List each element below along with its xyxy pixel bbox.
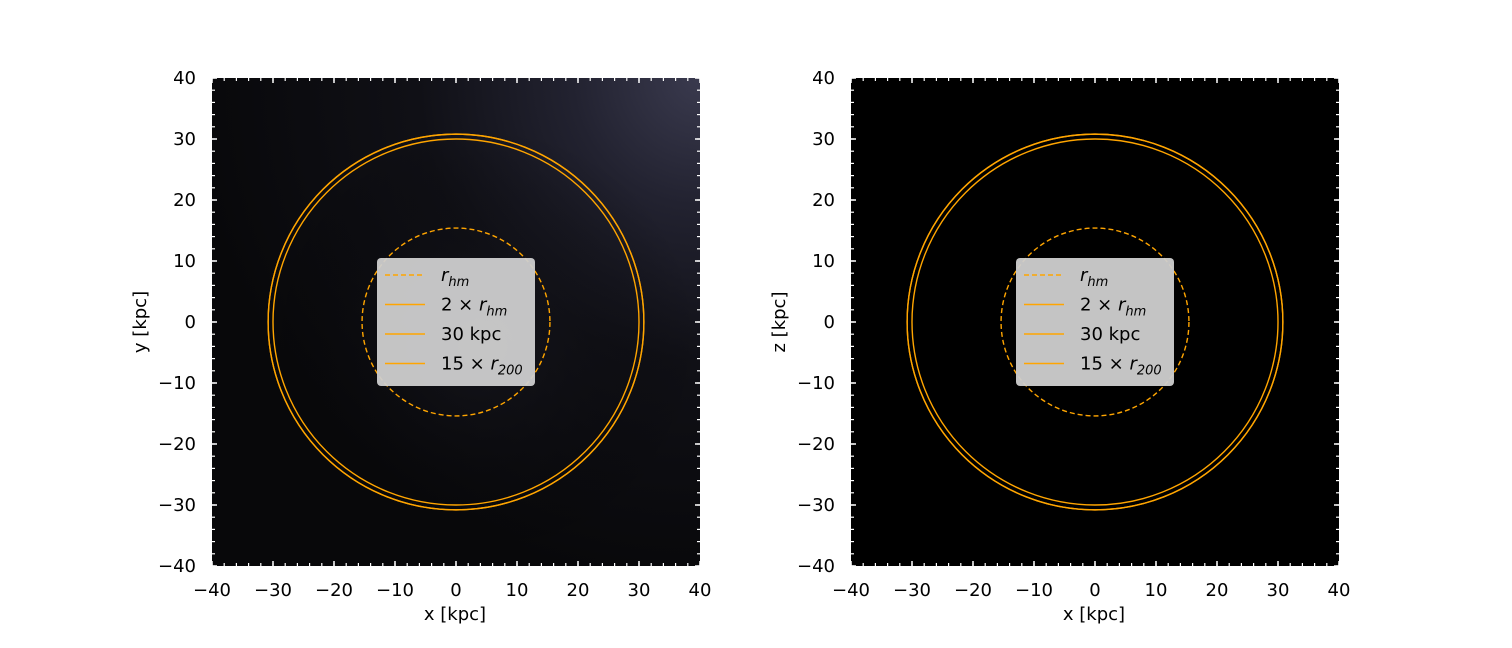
legend-text-part: 200 xyxy=(498,364,523,379)
legend-text-part: hm xyxy=(1125,305,1146,320)
legend-text-part: 15 × xyxy=(441,354,490,375)
legend-box xyxy=(1016,258,1174,386)
x-tick-label: 20 xyxy=(1206,580,1229,601)
right-x-axis-label: x [kpc] xyxy=(1063,604,1125,625)
y-tick-label: 40 xyxy=(812,68,835,89)
x-tick-label: 30 xyxy=(1267,580,1290,601)
legend-label-1: 2 × rhm xyxy=(441,295,507,320)
y-tick-label: 10 xyxy=(173,251,196,272)
legend-text-part: 200 xyxy=(1137,364,1162,379)
left-y-tick-labels: −40 −30 −20 −10 0 10 20 30 40 xyxy=(158,68,196,577)
x-tick-label: 0 xyxy=(1089,580,1100,601)
x-tick-label: 20 xyxy=(567,580,590,601)
right-y-axis-label: z [kpc] xyxy=(769,292,790,353)
x-tick-label: −10 xyxy=(376,580,414,601)
y-tick-label: −20 xyxy=(797,434,835,455)
left-x-axis-label: x [kpc] xyxy=(424,604,486,625)
right-panel: −40 −30 −20 −10 0 10 20 30 40 −40 −30 −20 −10 0 10 20 3… xyxy=(769,68,1350,625)
legend-text-part: 2 × xyxy=(441,295,479,316)
circle-2 xyxy=(911,138,1279,506)
legend-text-part: hm xyxy=(448,275,469,290)
x-tick-label: −20 xyxy=(315,580,353,601)
legend-text-part: 2 × xyxy=(1080,295,1118,316)
legend-label-3: 15 × r200 xyxy=(1080,354,1162,379)
x-tick-label: −40 xyxy=(832,580,870,601)
right-ticks xyxy=(850,77,1340,567)
legend-text-part: hm xyxy=(486,305,507,320)
legend-text-part: r xyxy=(490,354,499,375)
left-x-tick-labels: −40 −30 −20 −10 0 10 20 30 40 xyxy=(193,580,711,601)
y-tick-label: −40 xyxy=(797,556,835,577)
legend-text-part: 30 kpc xyxy=(1080,324,1140,345)
y-tick-label: 10 xyxy=(812,251,835,272)
x-tick-label: 10 xyxy=(1145,580,1168,601)
legend-text-part: 30 kpc xyxy=(441,324,501,345)
legend-label-2: 30 kpc xyxy=(1080,324,1140,345)
x-tick-label: −20 xyxy=(954,580,992,601)
y-tick-label: −20 xyxy=(158,434,196,455)
circle-0 xyxy=(361,227,551,417)
legend-label-1: 2 × rhm xyxy=(1080,295,1146,320)
y-tick-label: −10 xyxy=(158,373,196,394)
legend-text-part: hm xyxy=(1087,275,1108,290)
legend-label-3: 15 × r200 xyxy=(441,354,523,379)
x-tick-label: 40 xyxy=(1328,580,1351,601)
left-ticks xyxy=(211,77,701,567)
x-tick-label: −30 xyxy=(893,580,931,601)
left-circles xyxy=(267,133,645,511)
x-tick-label: 0 xyxy=(450,580,461,601)
circle-3 xyxy=(267,133,645,511)
y-tick-label: 30 xyxy=(173,129,196,150)
legend-text-part: r xyxy=(1129,354,1138,375)
legend-text-part: r xyxy=(1080,265,1089,286)
left-panel: −40 −30 −20 −10 0 10 20 30 40 −40 −30 −20 −10 0 10 20 3… xyxy=(130,68,711,625)
circle-2 xyxy=(272,138,640,506)
y-tick-label: −40 xyxy=(158,556,196,577)
x-tick-label: 40 xyxy=(689,580,712,601)
legend-text-part: r xyxy=(1118,295,1127,316)
y-tick-label: 0 xyxy=(185,312,196,333)
right-circles xyxy=(906,133,1284,511)
y-tick-label: 20 xyxy=(812,190,835,211)
legend-label-2: 30 kpc xyxy=(441,324,501,345)
y-tick-label: 30 xyxy=(812,129,835,150)
x-tick-label: 30 xyxy=(628,580,651,601)
y-tick-label: 40 xyxy=(173,68,196,89)
legend-label-0: rhm xyxy=(441,265,469,290)
x-tick-label: −10 xyxy=(1015,580,1053,601)
legend-text-part: r xyxy=(441,265,450,286)
circle-0 xyxy=(1000,227,1190,417)
y-tick-label: −10 xyxy=(797,373,835,394)
left-y-axis-label: y [kpc] xyxy=(130,291,151,353)
x-tick-label: 10 xyxy=(506,580,529,601)
y-tick-label: 0 xyxy=(824,312,835,333)
right-x-tick-labels: −40 −30 −20 −10 0 10 20 30 40 xyxy=(832,580,1350,601)
legend-label-0: rhm xyxy=(1080,265,1108,290)
right-y-tick-labels: −40 −30 −20 −10 0 10 20 30 40 xyxy=(797,68,835,577)
legend-text-part: 15 × xyxy=(1080,354,1129,375)
circle-3 xyxy=(906,133,1284,511)
y-tick-label: −30 xyxy=(797,495,835,516)
legend-box xyxy=(377,258,535,386)
y-tick-label: 20 xyxy=(173,190,196,211)
y-tick-label: −30 xyxy=(158,495,196,516)
x-tick-label: −30 xyxy=(254,580,292,601)
legend-text-part: r xyxy=(479,295,488,316)
x-tick-label: −40 xyxy=(193,580,231,601)
